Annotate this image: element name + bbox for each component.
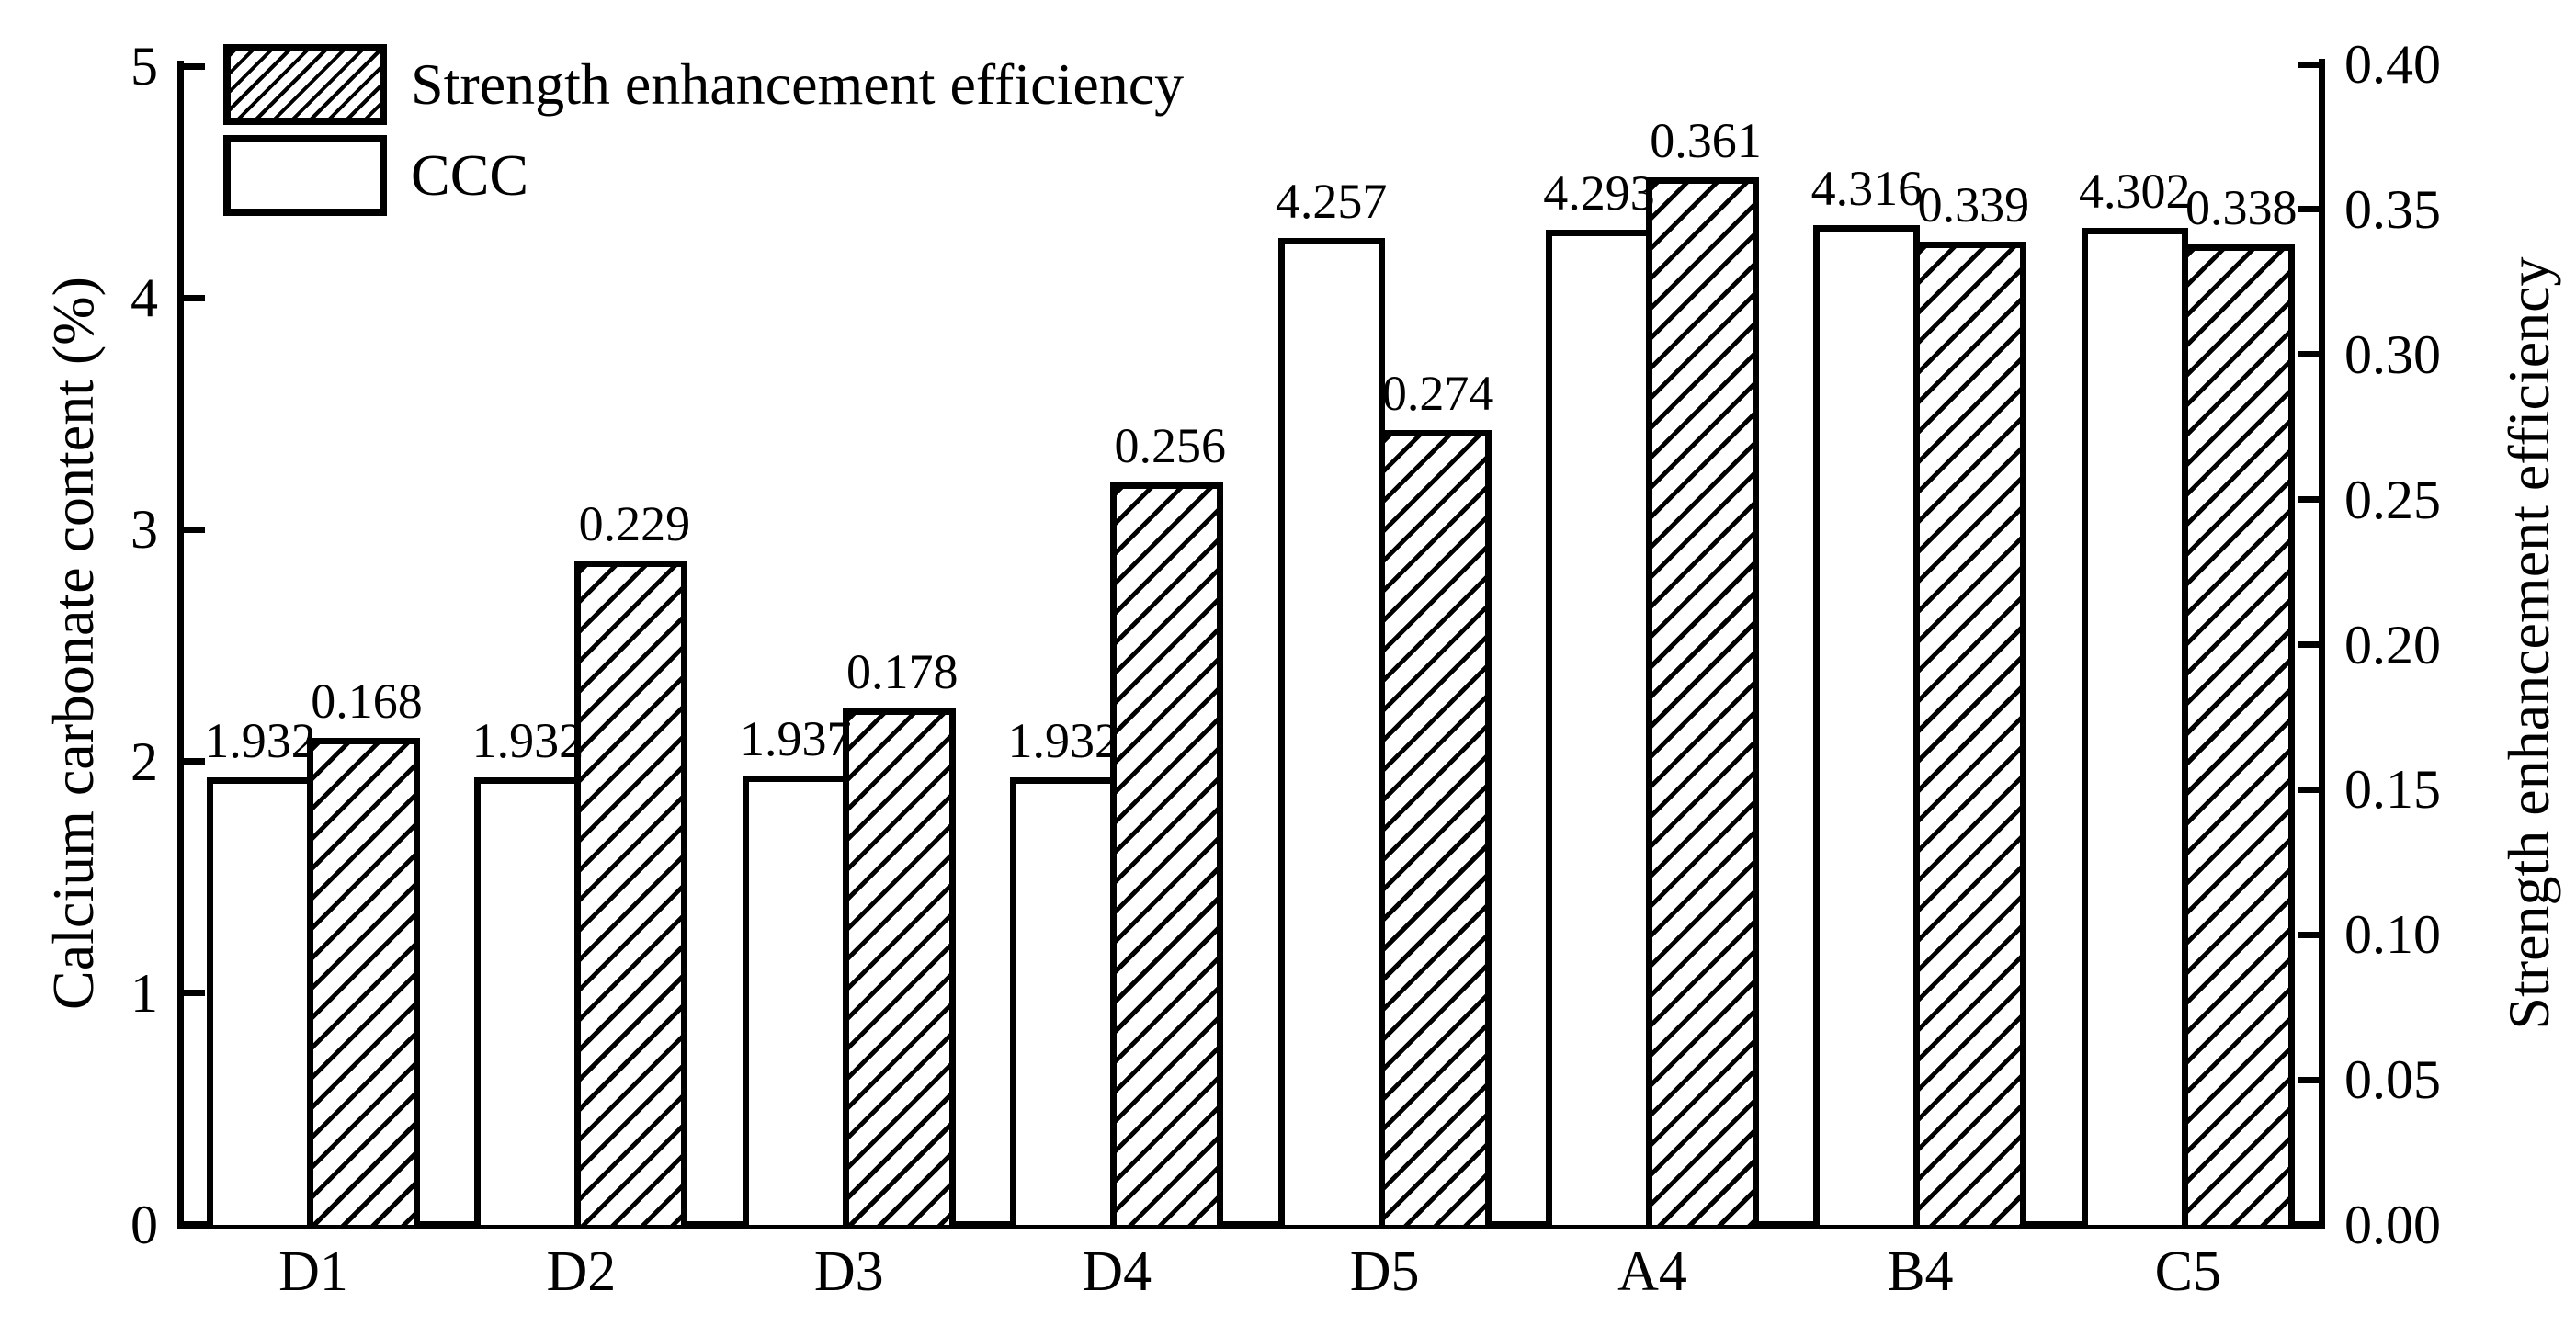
- bar-ccc-D5: [1277, 238, 1385, 1225]
- left-axis-tick-label: 0: [131, 1195, 158, 1255]
- right-axis-tick: [2298, 1076, 2322, 1083]
- right-axis-tick-label: 0.10: [2344, 904, 2441, 966]
- bar-see-A4: [1646, 177, 1759, 1225]
- x-axis-category-label-D4: D4: [1082, 1241, 1152, 1303]
- right-axis-tick-label: 0.05: [2344, 1049, 2441, 1111]
- legend-label: CCC: [411, 142, 529, 208]
- plain-swatch-icon: [223, 135, 387, 216]
- left-axis-line: [177, 61, 184, 1229]
- left-axis-tick: [181, 62, 205, 70]
- left-axis-tick: [181, 990, 205, 997]
- bar-see-B4: [1913, 241, 2027, 1225]
- right-axis-tick-label: 0.40: [2344, 34, 2441, 95]
- legend-item-ccc: CCC: [223, 135, 1184, 216]
- bar-see-D4: [1110, 482, 1224, 1225]
- right-axis-tick: [2298, 61, 2322, 68]
- x-axis-category-label-C5: C5: [2154, 1241, 2221, 1303]
- right-axis-tick: [2298, 496, 2322, 504]
- bar-see-D5: [1378, 429, 1492, 1225]
- left-axis-tick-label: 4: [131, 267, 158, 329]
- bar-value-label-see-D1: 0.168: [311, 673, 423, 729]
- right-axis-tick-label: 0.20: [2344, 614, 2441, 675]
- bar-value-label-ccc-D3: 1.937: [740, 711, 852, 767]
- right-axis-tick: [2298, 931, 2322, 938]
- bar-value-label-ccc-C5: 4.302: [2079, 164, 2191, 220]
- bar-value-label-see-D4: 0.256: [1114, 417, 1226, 473]
- right-axis-tick-label: 0.35: [2344, 178, 2441, 240]
- bar-value-label-see-D5: 0.274: [1381, 365, 1494, 421]
- x-axis-category-label-B4: B4: [1887, 1241, 1954, 1303]
- bar-ccc-B4: [1813, 224, 1921, 1225]
- right-axis-tick-label: 0.00: [2344, 1195, 2441, 1255]
- legend: Strength enhancement efficiency CCC: [223, 44, 1184, 226]
- x-axis-category-label-D5: D5: [1349, 1241, 1420, 1303]
- right-axis-tick: [2298, 351, 2322, 358]
- right-axis-tick-label: 0.30: [2344, 323, 2441, 385]
- bar-value-label-ccc-D1: 1.932: [204, 712, 316, 768]
- left-axis-tick: [181, 758, 205, 765]
- bar-value-label-ccc-A4: 4.293: [1543, 165, 1655, 221]
- right-axis-tick-label: 0.25: [2344, 469, 2441, 530]
- bar-see-D2: [574, 560, 688, 1225]
- bar-value-label-ccc-D4: 1.932: [1007, 712, 1119, 768]
- left-axis-tick: [181, 294, 205, 301]
- legend-item-strength-enhancement-efficiency: Strength enhancement efficiency: [223, 44, 1184, 125]
- right-axis-title: Strength enhancement efficiency: [2496, 256, 2561, 1030]
- bar-value-label-see-B4: 0.339: [1917, 176, 2030, 232]
- x-axis-category-label-A4: A4: [1617, 1241, 1687, 1303]
- bar-value-label-see-A4: 0.361: [1650, 113, 1762, 169]
- x-axis-category-label-D1: D1: [278, 1241, 348, 1303]
- left-axis-tick-label: 1: [131, 962, 158, 1024]
- hatched-swatch-icon: [223, 44, 387, 125]
- bar-see-D1: [307, 737, 420, 1225]
- bar-value-label-ccc-D5: 4.257: [1275, 174, 1388, 230]
- left-axis-tick-label: 3: [131, 499, 158, 561]
- bar-see-C5: [2181, 244, 2295, 1225]
- bar-value-label-see-C5: 0.338: [2185, 179, 2298, 235]
- left-axis-tick-label: 2: [131, 731, 158, 792]
- bar-value-label-ccc-D2: 1.932: [471, 712, 584, 768]
- x-axis-category-label-D3: D3: [813, 1241, 884, 1303]
- right-axis-tick: [2298, 786, 2322, 793]
- left-axis-tick-label: 5: [131, 36, 158, 96]
- left-axis-title: Calcium carbonate content (%): [40, 277, 106, 1010]
- x-axis-line: [177, 1221, 2325, 1229]
- x-axis-category-label-D2: D2: [546, 1241, 617, 1303]
- right-axis-tick-label: 0.15: [2344, 759, 2441, 821]
- bar-value-label-see-D3: 0.178: [846, 643, 959, 699]
- left-axis-tick: [181, 526, 205, 533]
- right-axis-tick: [2298, 641, 2322, 648]
- bar-value-label-see-D2: 0.229: [578, 495, 691, 551]
- legend-label: Strength enhancement efficiency: [411, 51, 1185, 117]
- right-axis-tick: [2298, 206, 2322, 213]
- bar-see-D3: [842, 708, 956, 1225]
- right-axis-tick: [2298, 1221, 2322, 1229]
- bar-value-label-ccc-B4: 4.316: [1810, 160, 1923, 216]
- left-axis-tick: [181, 1221, 205, 1229]
